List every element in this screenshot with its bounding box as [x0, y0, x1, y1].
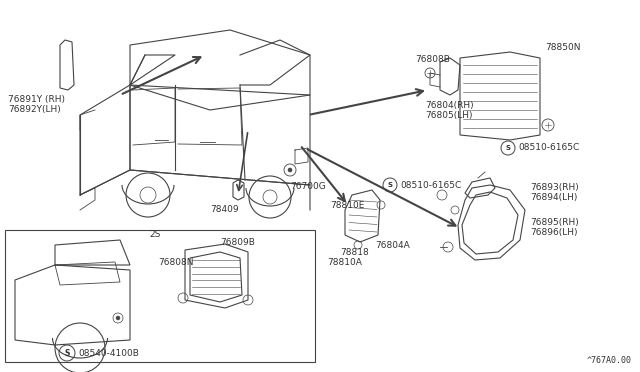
Text: S: S [387, 182, 392, 188]
Text: 76808N: 76808N [158, 258, 193, 267]
Text: 08540-4100B: 08540-4100B [78, 349, 139, 357]
Text: 76804(RH)
76805(LH): 76804(RH) 76805(LH) [425, 100, 474, 120]
Text: S: S [506, 145, 511, 151]
Text: 2S: 2S [149, 230, 161, 239]
Text: 08510-6165C: 08510-6165C [518, 144, 579, 153]
Text: 76808B: 76808B [415, 55, 450, 64]
Text: 76809B: 76809B [220, 238, 255, 247]
Text: S: S [64, 349, 70, 357]
Text: 78818: 78818 [340, 248, 369, 257]
Text: ^767A0.00: ^767A0.00 [587, 356, 632, 365]
Circle shape [288, 168, 292, 172]
Text: 76895(RH)
76896(LH): 76895(RH) 76896(LH) [530, 218, 579, 237]
Circle shape [116, 316, 120, 320]
Bar [5, 230, 315, 362]
Text: 76893(RH)
76894(LH): 76893(RH) 76894(LH) [530, 183, 579, 202]
Text: 78810A: 78810A [328, 258, 362, 267]
Text: 76700G: 76700G [290, 182, 326, 191]
Text: 78850N: 78850N [545, 43, 580, 52]
Text: 78409: 78409 [211, 205, 239, 214]
Text: 78810E: 78810E [330, 201, 364, 209]
Text: 76891Y (RH)
76892Y(LH): 76891Y (RH) 76892Y(LH) [8, 95, 65, 115]
Text: 76804A: 76804A [375, 241, 410, 250]
Text: 08510-6165C: 08510-6165C [400, 180, 461, 189]
